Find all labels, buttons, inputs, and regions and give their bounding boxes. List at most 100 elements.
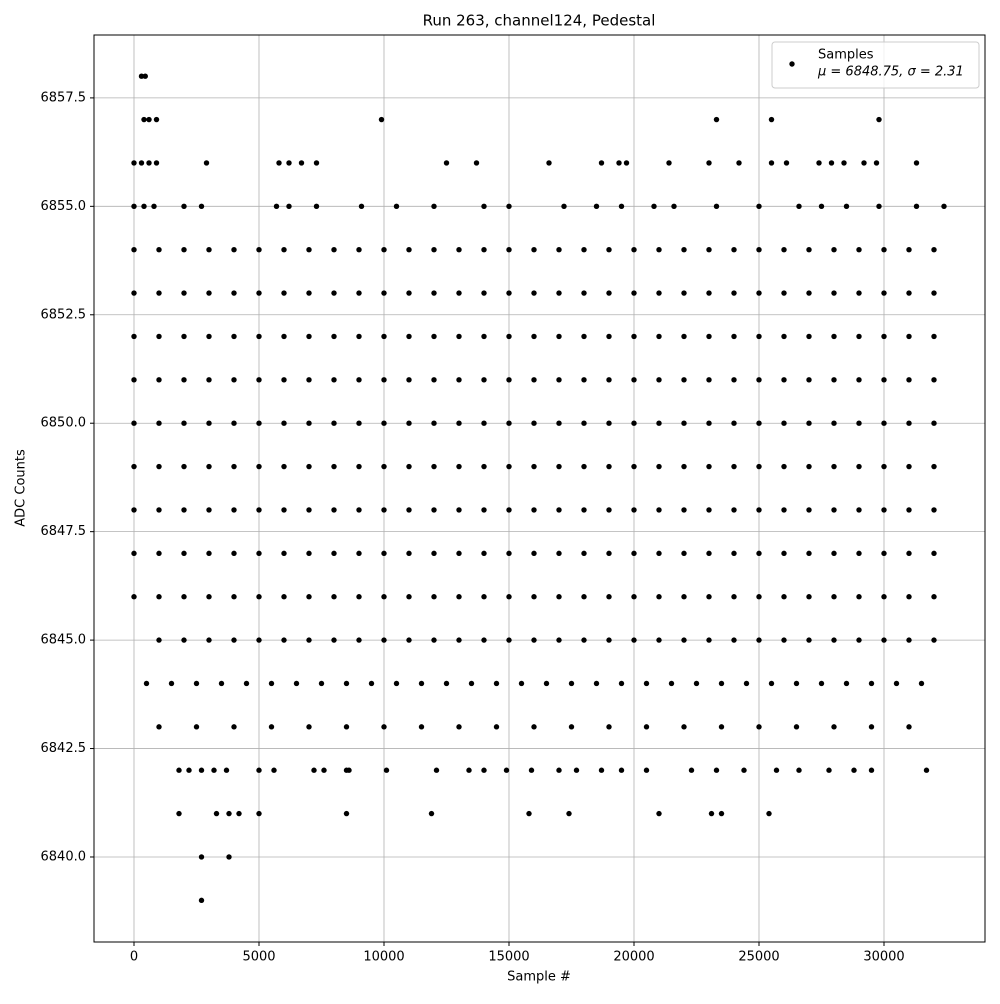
point <box>286 203 292 210</box>
point <box>456 724 462 730</box>
point <box>568 680 575 687</box>
point <box>581 507 587 513</box>
point <box>356 247 362 253</box>
point <box>781 377 787 383</box>
point <box>631 637 637 643</box>
point <box>456 247 462 253</box>
point <box>556 377 562 383</box>
y-tick-label: 6850.0 <box>41 416 87 431</box>
point <box>531 463 537 470</box>
point <box>331 333 337 340</box>
point <box>581 594 587 600</box>
point <box>566 810 572 817</box>
point <box>906 290 912 296</box>
point <box>381 550 387 557</box>
point <box>681 637 687 643</box>
point <box>831 377 837 383</box>
point <box>606 377 612 383</box>
point <box>431 377 437 383</box>
point <box>806 377 812 383</box>
point <box>731 247 737 253</box>
point <box>431 550 437 557</box>
point <box>706 637 712 643</box>
legend-stats: μ = 6848.75, σ = 2.31 <box>817 65 964 80</box>
point <box>506 637 512 643</box>
point <box>656 507 662 513</box>
point <box>531 507 537 513</box>
point <box>826 767 832 773</box>
point <box>598 767 605 773</box>
point <box>181 507 187 513</box>
point <box>793 724 800 730</box>
point <box>181 290 187 296</box>
point <box>881 333 887 340</box>
point <box>206 507 212 513</box>
point <box>138 73 145 79</box>
point <box>141 116 147 123</box>
point <box>206 290 212 296</box>
point <box>206 463 212 470</box>
point <box>481 594 487 600</box>
point <box>818 203 825 210</box>
point <box>456 290 462 296</box>
point <box>931 290 937 296</box>
point <box>631 550 637 557</box>
point <box>143 680 150 687</box>
point <box>831 637 837 643</box>
point <box>581 637 587 643</box>
point <box>913 160 920 166</box>
point <box>213 810 220 817</box>
point <box>331 463 337 470</box>
point <box>181 377 187 383</box>
point <box>593 203 600 210</box>
point <box>206 247 212 253</box>
point <box>631 290 637 296</box>
point <box>606 594 612 600</box>
point <box>431 203 437 210</box>
point <box>186 767 192 773</box>
point <box>506 463 512 470</box>
point <box>796 203 802 210</box>
point <box>311 767 317 773</box>
point <box>156 420 162 426</box>
point <box>356 333 362 340</box>
point <box>481 463 487 470</box>
point <box>856 377 862 383</box>
point <box>256 290 262 296</box>
point <box>193 724 200 730</box>
y-tick-label: 6857.5 <box>41 90 87 105</box>
point <box>231 507 237 513</box>
point <box>781 333 787 340</box>
point <box>706 550 712 557</box>
point <box>843 680 850 687</box>
y-tick-label: 6845.0 <box>41 633 87 648</box>
point <box>428 810 435 817</box>
point <box>631 420 637 426</box>
point <box>156 550 162 557</box>
point <box>281 463 287 470</box>
point <box>651 203 657 210</box>
point <box>781 594 787 600</box>
point <box>151 203 157 210</box>
point <box>156 463 162 470</box>
point <box>466 767 472 773</box>
point <box>443 680 450 687</box>
point <box>346 767 352 773</box>
point <box>631 247 637 253</box>
point <box>231 463 237 470</box>
point <box>281 333 287 340</box>
point <box>368 680 375 687</box>
point <box>356 463 362 470</box>
point <box>356 594 362 600</box>
point <box>331 290 337 296</box>
point <box>828 160 835 166</box>
x-tick-label: 5000 <box>242 950 275 965</box>
point <box>681 377 687 383</box>
y-tick-label: 6852.5 <box>41 307 87 322</box>
x-tick-label: 0 <box>130 950 138 965</box>
point <box>393 203 400 210</box>
point <box>231 420 237 426</box>
point <box>256 333 262 340</box>
point <box>406 377 412 383</box>
